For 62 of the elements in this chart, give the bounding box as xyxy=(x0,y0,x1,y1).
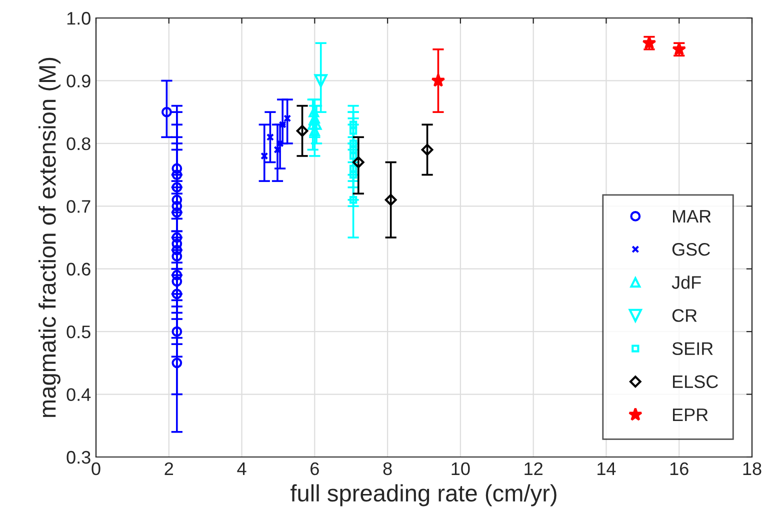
y-tick-label: 0.9 xyxy=(66,74,90,88)
y-tick-label: 0.6 xyxy=(66,262,90,276)
y-tick-label: 1.0 xyxy=(67,12,90,25)
point xyxy=(349,152,358,160)
x-axis-title: full spreading rate (cm/yr) xyxy=(290,484,556,506)
y-tick-label: 0.7 xyxy=(66,200,90,213)
point xyxy=(172,238,182,249)
point xyxy=(314,74,328,88)
point xyxy=(172,251,182,262)
y-tick-label: 0.4 xyxy=(66,388,91,402)
x-tick-label: 16 xyxy=(670,462,688,476)
point xyxy=(431,73,446,87)
y-tick-label: 0.5 xyxy=(66,326,90,338)
y-axis-title: magmatic fraction of extension (M) xyxy=(38,58,60,418)
point xyxy=(172,276,182,287)
point xyxy=(274,146,282,154)
legend-label: GSC xyxy=(672,242,710,256)
point xyxy=(172,288,182,300)
point xyxy=(349,196,358,204)
legend-label: ELSC xyxy=(673,375,718,388)
point xyxy=(421,144,434,156)
point xyxy=(349,127,358,135)
legend-label: JdF xyxy=(672,276,701,289)
x-tick-label: 12 xyxy=(524,462,542,475)
point xyxy=(172,194,182,206)
y-tick-label: 0.8 xyxy=(66,137,90,150)
point xyxy=(172,358,182,368)
point xyxy=(349,140,358,148)
point xyxy=(172,182,182,193)
point xyxy=(349,164,358,172)
point xyxy=(349,120,358,128)
x-tick-label: 0 xyxy=(92,462,100,476)
x-tick-label: 10 xyxy=(452,462,470,476)
point xyxy=(172,232,182,243)
x-tick-label: 2 xyxy=(164,462,174,475)
point xyxy=(296,124,308,137)
point xyxy=(266,133,274,141)
x-tick-label: 18 xyxy=(743,462,762,476)
point xyxy=(352,156,364,168)
x-tick-label: 6 xyxy=(310,462,319,476)
point xyxy=(384,194,397,206)
point xyxy=(172,207,182,218)
point xyxy=(161,106,172,118)
legend-label: CR xyxy=(672,309,697,322)
point xyxy=(172,200,182,212)
point xyxy=(349,146,358,154)
point xyxy=(311,119,322,130)
point xyxy=(172,163,182,174)
legend-label: MAR xyxy=(673,210,711,223)
point xyxy=(172,170,182,180)
x-tick-label: 8 xyxy=(383,462,392,476)
legend-label: SEIR xyxy=(672,342,713,356)
point xyxy=(309,113,320,124)
point xyxy=(260,152,268,160)
point xyxy=(172,270,182,280)
legend-label: EPR xyxy=(673,408,708,421)
point xyxy=(172,244,182,256)
point xyxy=(349,170,358,179)
point xyxy=(172,326,182,337)
y-tick-label: 0.3 xyxy=(66,450,90,464)
x-tick-label: 14 xyxy=(598,462,616,475)
x-tick-label: 4 xyxy=(237,462,246,475)
